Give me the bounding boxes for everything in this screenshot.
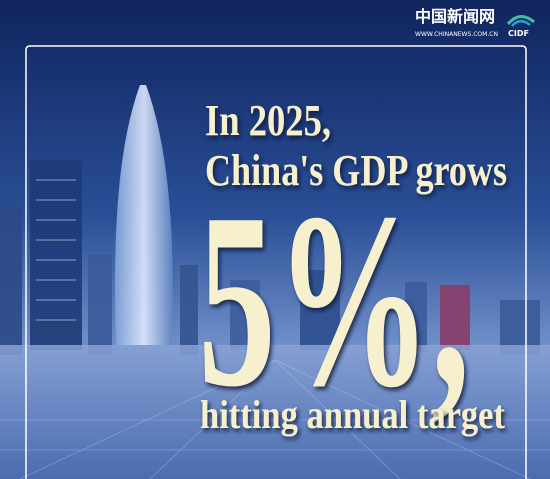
frame <box>25 45 527 479</box>
headline-line3: hitting annual target <box>200 392 506 437</box>
grid-lines <box>0 359 550 479</box>
headline-line2: China's GDP grows <box>205 146 507 195</box>
logo-badge: CIDF <box>508 29 529 38</box>
logo-url: WWW.CHINANEWS.COM.CN <box>415 31 498 38</box>
headline-figure: 5%, <box>198 162 470 439</box>
headline-line1: In 2025, <box>205 96 331 145</box>
logo-name: 中国新闻网 <box>415 7 495 26</box>
ground <box>0 345 550 479</box>
logo-icon <box>506 15 535 27</box>
skyline <box>0 85 540 355</box>
